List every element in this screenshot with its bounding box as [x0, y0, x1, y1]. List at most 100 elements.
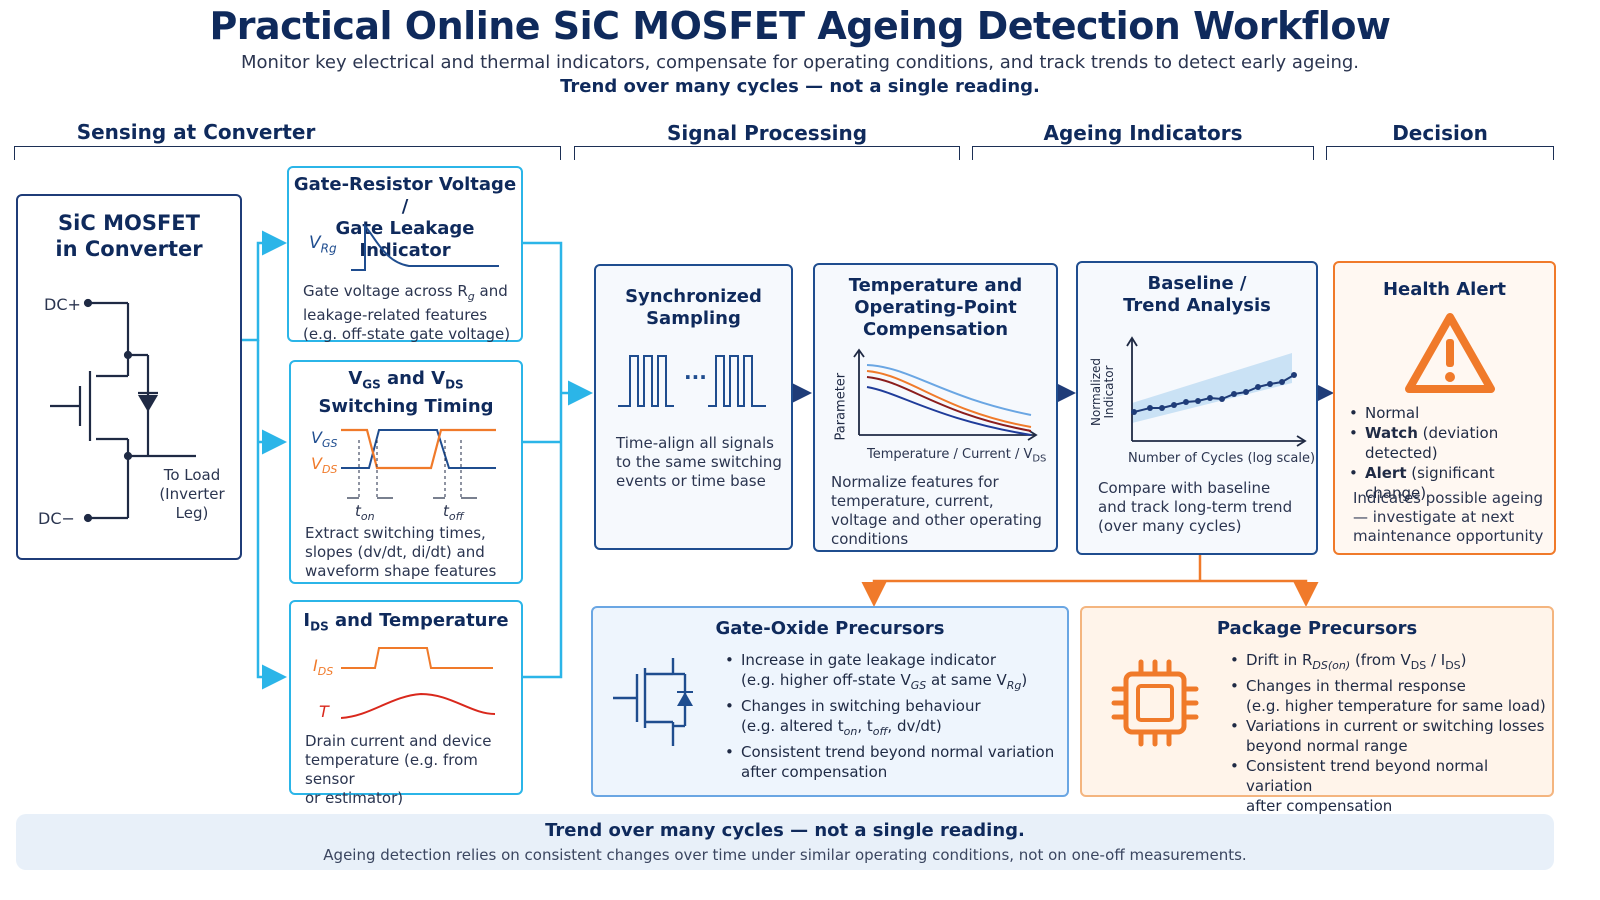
to-load-line2: (Inverter Leg) [159, 485, 225, 522]
gate-resistor-description: Gate voltage across Rg and leakage-relat… [303, 282, 517, 344]
gate-resistor-box: Gate-Resistor Voltage / Gate Leakage Ind… [287, 166, 523, 344]
gate-resistor-text-line2: leakage-related features [303, 306, 488, 324]
chip-icon [1111, 659, 1199, 747]
vds-label: VDS [311, 454, 338, 477]
sync-text-line2: to the same switching [616, 453, 782, 471]
switching-text-line2: slopes (dv/dt, di/dt) and [305, 543, 485, 561]
health-alert-text-line2: — investigate at next [1353, 508, 1515, 526]
health-alert-title: Health Alert [1382, 279, 1507, 300]
dc-minus-label: DC− [38, 509, 75, 528]
footer-title: Trend over many cycles — not a single re… [545, 820, 1025, 841]
to-load-line1: To Load [163, 466, 221, 484]
trend-title-line2: Trend Analysis [1123, 295, 1271, 316]
sensors-to-sampling-connector [523, 241, 593, 679]
gate-oxide-item-3: Consistent trend beyond normal variation… [725, 742, 1061, 782]
section-label-processing: Signal Processing [666, 121, 868, 145]
compensation-text-line4: conditions [831, 530, 909, 548]
switching-timing-box: VGS and VDS Switching Timing VGS VDS ton… [289, 360, 523, 584]
ids-temperature-box: IDS and Temperature IDS T Drain current … [289, 600, 523, 807]
sync-title-line1: Synchronized [625, 286, 762, 307]
synchronized-sampling-box: Synchronized Sampling ··· Time-align all… [594, 264, 793, 550]
switching-text-line3: waveform shape features [305, 562, 497, 580]
vrg-label: VRg [309, 234, 337, 258]
warning-triangle-icon [1405, 313, 1495, 393]
health-alert-box: Health Alert Normal Watch (deviation det… [1333, 261, 1556, 555]
health-status-list: Normal Watch (deviation detected) Alert … [1349, 403, 1555, 503]
section-bracket-indicators [972, 146, 1314, 160]
package-precursors-box: Package Precursors Drift in RDS(on) (fro… [1080, 606, 1554, 815]
package-bullets: Drift in RDS(on) (from VDS / IDS) Change… [1230, 650, 1550, 816]
to-load-label: To Load (Inverter Leg) [142, 466, 242, 523]
vrg-waveform [351, 223, 499, 271]
trend-text-line2: and track long-term trend [1098, 498, 1293, 516]
footer-banner: Trend over many cycles — not a single re… [16, 814, 1554, 870]
trend-ylabel-wrap: Normalized Indicator [1082, 353, 1122, 443]
mosfet-circuit-icon [50, 298, 196, 523]
compensation-ylabel: Parameter [833, 372, 849, 441]
gate-resistor-title: Gate-Resistor Voltage / Gate Leakage Ind… [289, 174, 521, 262]
sync-title-line2: Sampling [646, 308, 741, 329]
gate-resistor-text-line1: Gate voltage across Rg and [303, 282, 508, 303]
health-alert-text-line1: Indicates possible ageing [1353, 489, 1544, 507]
switching-title: VGS and VDS Switching Timing [291, 368, 521, 418]
gate-oxide-item-2: Changes in switching behaviour (e.g. alt… [725, 696, 1061, 742]
trend-analysis-box: Baseline / Trend Analysis Normalized Ind… [1076, 261, 1318, 555]
trend-text-line1: Compare with baseline [1098, 479, 1271, 497]
section-label-indicators: Ageing Indicators [1043, 121, 1243, 145]
package-item-4: Consistent trend beyond normal variation… [1230, 756, 1550, 816]
compensation-description: Normalize features for temperature, curr… [831, 473, 1055, 549]
compensation-title: Temperature and Operating-Point Compensa… [815, 275, 1056, 341]
health-alert-text-line3: maintenance opportunity [1353, 527, 1544, 545]
t-on-label: ton [355, 502, 375, 523]
package-item-2: Changes in thermal response (e.g. higher… [1230, 676, 1550, 716]
ids-temperature-waveform [341, 647, 496, 719]
page-title: Practical Online SiC MOSFET Ageing Detec… [209, 4, 1391, 48]
mosfet-title-line1: SiC MOSFET [58, 211, 200, 235]
compensation-text-line2: temperature, current, [831, 492, 994, 510]
gate-resistor-text-line3: (e.g. off-state gate voltage) [303, 325, 511, 343]
mosfet-symbol-icon [613, 658, 693, 746]
mosfet-box-title: SiC MOSFET in Converter [18, 210, 240, 262]
trend-chart [1126, 336, 1307, 447]
compensation-xlabel: Temperature / Current / VDS [867, 447, 1047, 465]
sync-title: Synchronized Sampling [596, 286, 791, 330]
compensation-curves [853, 348, 1038, 441]
sampling-dots: ··· [684, 365, 707, 389]
switching-title-line1: VGS and VDS [348, 368, 464, 392]
health-alert-description: Indicates possible ageing — investigate … [1353, 489, 1553, 546]
gate-oxide-bullets: Increase in gate leakage indicator (e.g.… [725, 650, 1061, 782]
compensation-title-line3: Compensation [862, 319, 1009, 340]
ids-temperature-description: Drain current and device temperature (e.… [305, 732, 519, 808]
gate-resistor-title-line1: Gate-Resistor Voltage / [293, 174, 517, 217]
trend-xlabel: Number of Cycles (log scale) [1128, 451, 1316, 466]
compensation-title-line1: Temperature and [848, 275, 1023, 296]
ids-temperature-text-line3: or estimator) [305, 789, 404, 807]
sync-description: Time-align all signals to the same switc… [616, 434, 792, 491]
vrg-subscript: Rg [320, 241, 337, 256]
status-alert: Alert (significant change) [1349, 463, 1555, 503]
trend-title-line1: Baseline / [1147, 273, 1247, 294]
ids-label: IDS [313, 656, 334, 679]
temperature-label: T [319, 702, 329, 721]
gate-oxide-precursors-box: Gate-Oxide Precursors Increase in gate l… [591, 606, 1069, 797]
ids-temperature-title: IDS and Temperature [303, 610, 509, 634]
mosfet-title-line2: in Converter [55, 237, 203, 261]
mosfet-to-sensors-connector [242, 230, 287, 690]
compensation-title-line2: Operating-Point [854, 297, 1017, 318]
trend-text-line3: (over many cycles) [1098, 517, 1242, 535]
section-label-sensing: Sensing at Converter [76, 120, 316, 144]
section-bracket-sensing [14, 146, 561, 160]
footer-text: Ageing detection relies on consistent ch… [323, 846, 1247, 864]
package-title: Package Precursors [1216, 618, 1418, 639]
compensation-box: Temperature and Operating-Point Compensa… [813, 263, 1058, 552]
ids-temperature-text-line2: temperature (e.g. from sensor [305, 751, 478, 788]
switching-description: Extract switching times, slopes (dv/dt, … [305, 524, 519, 581]
trend-to-precursors-connector [861, 555, 1319, 607]
switching-waveform [341, 428, 496, 500]
switching-title-line2: Switching Timing [318, 395, 494, 417]
trend-title: Baseline / Trend Analysis [1078, 273, 1316, 317]
package-item-1: Drift in RDS(on) (from VDS / IDS) [1230, 650, 1550, 676]
section-label-decision: Decision [1392, 121, 1488, 145]
gate-oxide-title: Gate-Oxide Precursors [715, 618, 945, 639]
trend-description: Compare with baseline and track long-ter… [1098, 479, 1316, 536]
